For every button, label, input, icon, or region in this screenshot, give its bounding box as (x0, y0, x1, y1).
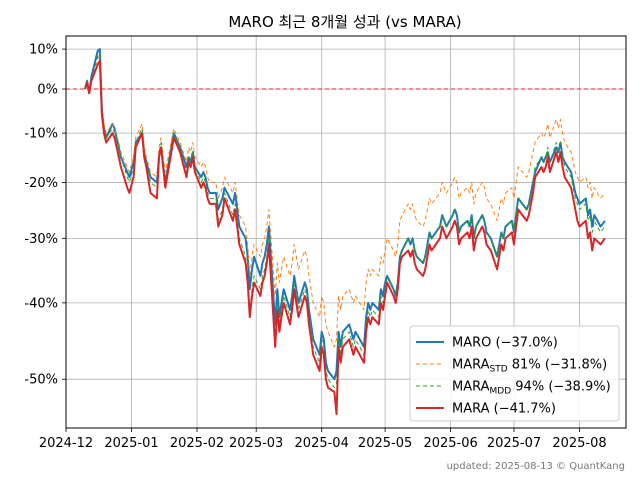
x-tick-label: 2024-12 (39, 436, 93, 451)
legend-label-1: MARASTD 81% (−31.8%) (452, 358, 607, 375)
series-line-3 (84, 59, 606, 416)
plot-frame (65, 35, 627, 429)
x-tick-label: 2025-01 (104, 436, 158, 451)
legend-label-2: MARAMDD 94% (−38.9%) (452, 380, 611, 397)
legend-box (409, 325, 620, 422)
x-tick-label: 2025-06 (423, 436, 477, 451)
y-tick-label: -10% (24, 127, 58, 142)
y-tick-label: 0% (37, 83, 58, 98)
x-tick-label: 2025-02 (170, 436, 224, 451)
series-line-1 (84, 56, 606, 348)
y-axis-ticks: 10% 0% -10% -20% -30% -40% -50% (24, 43, 66, 388)
x-tick-label: 2025-04 (295, 436, 349, 451)
x-tick-label: 2025-07 (487, 436, 541, 451)
legend: MARO (−37.0%) MARASTD 81% (−31.8%) MARAMDD… (409, 325, 620, 422)
y-tick-label: -50% (24, 373, 58, 388)
x-axis-ticks: 2024-12 2025-01 2025-02 2025-03 2025-04 2025-… (39, 428, 607, 451)
x-tick-label: 2025-08 (552, 436, 606, 451)
y-tick-label: 10% (29, 43, 58, 58)
y-tick-label: -30% (24, 232, 58, 247)
x-tick-label: 2025-03 (229, 436, 283, 451)
y-tick-label: -40% (24, 296, 58, 311)
y-tick-label: -20% (24, 176, 58, 191)
x-tick-label: 2025-05 (358, 436, 412, 451)
legend-label-0: MARO (−37.0%) (452, 336, 558, 351)
series-lines (84, 48, 606, 416)
footer-note: updated: 2025-08-13 © QuantKang (447, 461, 625, 472)
legend-label-3: MARA (−41.7%) (452, 402, 556, 417)
series-line-0 (84, 48, 606, 381)
chart-title: MARO 최근 8개월 성과 (vs MARA) (228, 13, 461, 31)
